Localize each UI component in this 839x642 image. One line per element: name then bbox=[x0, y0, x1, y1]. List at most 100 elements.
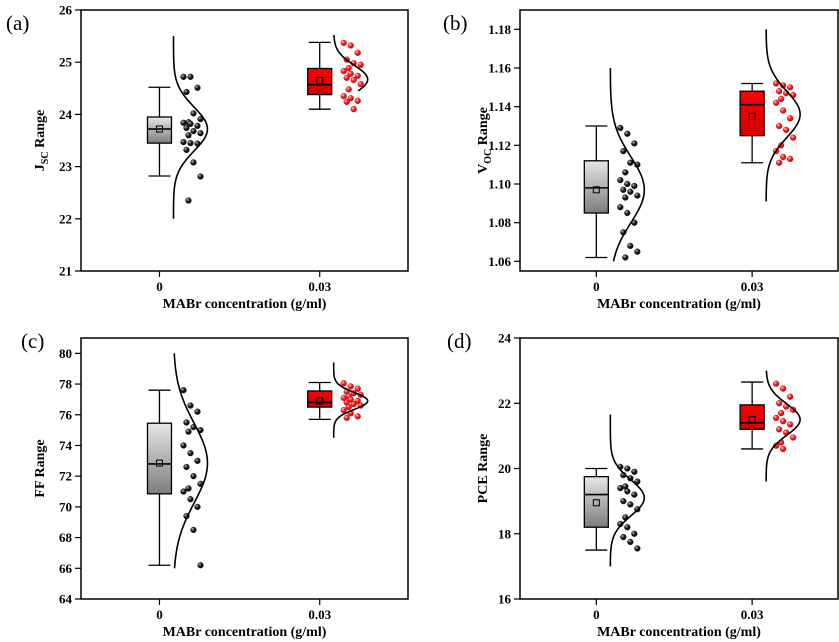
box-series-0-03 bbox=[739, 404, 765, 431]
data-point-series-0 bbox=[187, 450, 194, 457]
data-point-series-0-03 bbox=[778, 95, 785, 103]
data-point-series-0 bbox=[197, 173, 204, 180]
mean-marker-series-0 bbox=[592, 186, 600, 194]
y-tick-label: 72 bbox=[59, 469, 72, 484]
data-point-series-0 bbox=[624, 524, 631, 531]
data-point-series-0-03 bbox=[773, 380, 780, 387]
data-point-series-0 bbox=[627, 538, 634, 546]
y-tick-label: 70 bbox=[59, 499, 72, 514]
x-tick-label: 0.03 bbox=[741, 279, 764, 294]
data-point-series-0 bbox=[620, 148, 627, 155]
y-tick-label: 24 bbox=[498, 331, 512, 346]
data-point-series-0 bbox=[627, 501, 634, 508]
data-point-series-0-03 bbox=[340, 380, 347, 387]
x-tick-label: 0.03 bbox=[308, 607, 331, 622]
data-point-series-0 bbox=[624, 488, 631, 495]
x-tick-label: 0.03 bbox=[741, 607, 764, 622]
y-tick-label: 21 bbox=[59, 264, 72, 279]
data-point-series-0-03 bbox=[347, 95, 354, 102]
data-point-series-0 bbox=[183, 419, 190, 426]
data-point-series-0-03 bbox=[776, 426, 783, 433]
data-point-series-0 bbox=[194, 457, 201, 464]
y-tick-label: 25 bbox=[59, 55, 73, 70]
data-point-series-0-03 bbox=[357, 81, 364, 88]
data-point-series-0-03 bbox=[776, 88, 783, 95]
data-point-series-0 bbox=[194, 503, 201, 510]
y-tick-label: 26 bbox=[59, 3, 73, 18]
data-point-series-0-03 bbox=[787, 84, 794, 91]
y-axis-title: FF Range bbox=[33, 439, 48, 497]
data-point-series-0-03 bbox=[343, 414, 350, 421]
y-tick-label: 1.10 bbox=[488, 177, 511, 192]
data-point-series-0 bbox=[180, 488, 187, 495]
data-point-series-0-03 bbox=[787, 155, 794, 162]
y-tick-label: 78 bbox=[59, 377, 73, 392]
data-point-series-0 bbox=[190, 526, 197, 534]
distribution-curve-series-0 bbox=[172, 36, 209, 219]
data-point-series-0-03 bbox=[343, 74, 350, 81]
x-axis-title: MABr concentration (g/ml) bbox=[163, 297, 327, 312]
data-point-series-0 bbox=[183, 463, 190, 471]
panel-label: (a) bbox=[6, 11, 29, 35]
box-series-0-03 bbox=[307, 67, 333, 96]
data-point-series-0 bbox=[185, 485, 192, 492]
plot-frame bbox=[80, 337, 409, 600]
data-point-series-0-03 bbox=[780, 153, 787, 161]
data-point-series-0 bbox=[620, 498, 627, 505]
panel-label: (d) bbox=[447, 329, 472, 353]
y-tick-label: 18 bbox=[498, 526, 512, 541]
panel-label: (b) bbox=[443, 11, 468, 35]
data-point-series-0 bbox=[180, 73, 187, 80]
y-tick-label: 1.12 bbox=[488, 138, 511, 153]
data-point-series-0-03 bbox=[773, 80, 780, 87]
data-point-series-0 bbox=[627, 188, 634, 195]
data-point-series-0-03 bbox=[354, 97, 361, 104]
plot-frame bbox=[80, 9, 409, 272]
data-point-series-0 bbox=[185, 197, 192, 204]
data-point-series-0-03 bbox=[345, 64, 352, 72]
data-point-series-0 bbox=[624, 465, 631, 472]
data-point-series-0 bbox=[624, 180, 631, 188]
data-point-series-0-03 bbox=[787, 115, 794, 122]
data-point-series-0 bbox=[620, 533, 627, 541]
data-point-series-0-03 bbox=[354, 385, 361, 392]
y-tick-label: 1.16 bbox=[488, 61, 511, 76]
mean-marker-series-0 bbox=[155, 459, 163, 467]
chart-panel-3: (c) 64 66 68 70 72 74 76 78 80 0 0.03 MABr concentra… bbox=[21, 329, 409, 640]
data-point-series-0-03 bbox=[354, 49, 361, 56]
data-point-series-0 bbox=[617, 484, 624, 492]
data-point-series-0-03 bbox=[773, 414, 780, 422]
data-point-series-0 bbox=[187, 496, 194, 503]
data-point-series-0-03 bbox=[354, 72, 361, 79]
data-point-series-0 bbox=[634, 248, 641, 255]
data-point-series-0 bbox=[617, 124, 624, 132]
distribution-curve-series-0-03 bbox=[765, 29, 801, 202]
data-point-series-0 bbox=[631, 530, 638, 537]
box-series-0 bbox=[146, 116, 173, 144]
data-point-series-0-03 bbox=[773, 99, 780, 106]
mean-marker-series-0-03 bbox=[748, 112, 756, 120]
data-point-series-0 bbox=[194, 84, 201, 91]
data-point-series-0-03 bbox=[357, 61, 364, 68]
data-point-series-0-03 bbox=[345, 86, 352, 93]
data-point-series-0-03 bbox=[780, 418, 787, 425]
y-tick-label: 16 bbox=[498, 592, 512, 607]
data-point-series-0 bbox=[622, 169, 629, 176]
data-point-series-0-03 bbox=[340, 39, 347, 46]
plot-frame bbox=[519, 337, 839, 600]
x-axis-title: MABr concentration (g/ml) bbox=[597, 625, 761, 640]
distribution-curve-series-0-03 bbox=[333, 35, 369, 92]
data-point-series-0 bbox=[183, 124, 190, 132]
y-tick-label: 68 bbox=[59, 530, 73, 545]
data-point-series-0 bbox=[624, 209, 631, 217]
data-point-series-0-03 bbox=[780, 82, 787, 89]
data-point-series-0 bbox=[190, 110, 197, 117]
data-point-series-0 bbox=[617, 204, 624, 211]
data-point-series-0 bbox=[634, 478, 641, 485]
y-tick-label: 76 bbox=[59, 407, 73, 422]
data-point-series-0-03 bbox=[780, 385, 787, 392]
chart-panel-4: (d) 16 18 20 22 24 0 0.03 MABr concentration (g/… bbox=[447, 329, 839, 640]
y-tick-label: 1.14 bbox=[488, 99, 511, 114]
y-tick-label: 1.08 bbox=[488, 215, 511, 230]
data-point-series-0-03 bbox=[354, 413, 361, 420]
